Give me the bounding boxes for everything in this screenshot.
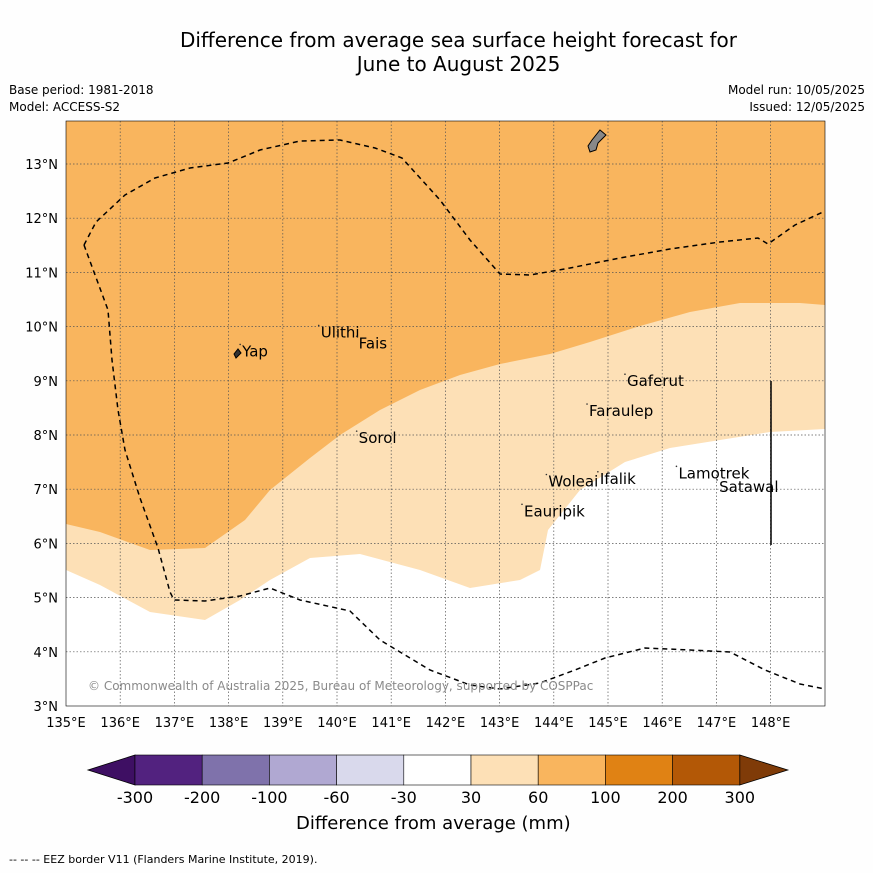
lon-tick-label: 143°E — [480, 716, 520, 731]
meta-right: Model run: 10/05/2025 Issued: 12/05/2025 — [728, 82, 865, 116]
copyright-notice: © Commonwealth of Australia 2025, Bureau… — [88, 679, 593, 693]
place-label-faraulep: Faraulep — [589, 402, 653, 420]
eez-footnote: -- -- -- EEZ border V11 (Flanders Marine… — [9, 853, 318, 866]
place-label-lamotrek: Lamotrek — [678, 464, 749, 482]
grid — [66, 121, 825, 706]
guam-landmass — [587, 129, 607, 153]
lat-tick-label: 9°N — [34, 375, 59, 390]
colorbar-tick-label: -30 — [391, 788, 417, 807]
base-period: Base period: 1981-2018 — [9, 83, 154, 97]
colorbar-segment — [672, 754, 741, 786]
place-label-eauripik: Eauripik — [524, 502, 585, 520]
colorbar-segment — [470, 754, 539, 786]
colorbar-segment — [336, 754, 405, 786]
lon-tick-label: 147°E — [697, 716, 737, 731]
colorbar-segment — [537, 754, 606, 786]
lon-tick-label: 140°E — [317, 716, 357, 731]
place-marker — [624, 373, 626, 376]
model-name: Model: ACCESS-S2 — [9, 100, 121, 114]
place-label-yap: Yap — [241, 342, 268, 360]
place-marker — [521, 503, 523, 506]
place-marker — [675, 465, 678, 468]
colorbar-tick-label: 100 — [590, 788, 621, 807]
model-run: Model run: 10/05/2025 — [727, 83, 865, 97]
colorbar-tick-label: -60 — [324, 788, 350, 807]
colorbar-tick-label: 300 — [725, 788, 756, 807]
map-title: Difference from average sea surface heig… — [0, 28, 873, 76]
place-marker — [716, 479, 718, 481]
lat-tick-label: 12°N — [25, 212, 58, 227]
latitude-ticks: 3°N 4°N 5°N 6°N 7°N 8°N 9°N 10°N 11°N 12°N 13°N — [25, 158, 58, 715]
title-line-1: Difference from average sea surface heig… — [179, 28, 738, 52]
lat-tick-label: 13°N — [25, 158, 58, 173]
lat-tick-label: 4°N — [34, 646, 59, 661]
colorbar-segment — [134, 754, 203, 786]
colorbar-segment — [403, 754, 472, 786]
place-label-woleai: Woleai — [548, 472, 598, 490]
eez-border-west — [83, 244, 825, 690]
place-marker — [317, 324, 320, 327]
colorbar-tick-label: -300 — [117, 788, 153, 807]
lon-tick-label: 137°E — [155, 716, 195, 731]
colorbar-extend-low — [86, 754, 136, 786]
colorbar-tick-label: 60 — [528, 788, 548, 807]
lon-tick-label: 145°E — [588, 716, 628, 731]
place-marker — [239, 343, 241, 346]
place-marker — [586, 403, 588, 405]
lat-tick-label: 10°N — [25, 321, 58, 336]
place-label-fais: Fais — [359, 334, 388, 352]
lon-tick-label: 138°E — [209, 716, 249, 731]
colorbar-tick-label: -200 — [184, 788, 220, 807]
lon-tick-label: 148°E — [751, 716, 791, 731]
colorbar-tick-label: -100 — [251, 788, 287, 807]
lon-tick-label: 146°E — [642, 716, 682, 731]
colorbar-tick-label: 200 — [657, 788, 688, 807]
place-marker — [597, 470, 599, 473]
place-label-ulithi: Ulithi — [321, 323, 360, 341]
colorbar: -300 -200 -100 -60 -30 30 60 100 200 300 — [86, 754, 790, 807]
yap-landmass — [233, 348, 242, 359]
lon-tick-label: 135°E — [46, 716, 86, 731]
title-line-2: June to August 2025 — [356, 52, 561, 76]
lon-tick-label: 144°E — [534, 716, 574, 731]
lat-tick-label: 7°N — [34, 483, 59, 498]
lat-tick-label: 6°N — [34, 537, 59, 552]
colorbar-extend-high — [739, 754, 790, 786]
colorbar-segment — [201, 754, 270, 786]
place-marker — [355, 430, 358, 432]
place-marker — [545, 473, 548, 476]
place-label-gaferut: Gaferut — [627, 372, 684, 390]
place-label-sorol: Sorol — [359, 429, 397, 447]
colorbar-segment — [269, 754, 337, 786]
lat-tick-label: 3°N — [34, 700, 59, 715]
issued-date: Issued: 12/05/2025 — [749, 100, 865, 114]
lat-tick-label: 8°N — [34, 429, 59, 444]
meta-left: Base period: 1981-2018 Model: ACCESS-S2 — [9, 82, 154, 116]
colorbar-segment — [605, 754, 673, 786]
eez-border-north — [83, 139, 825, 276]
map-frame — [65, 120, 826, 707]
lon-tick-label: 141°E — [371, 716, 411, 731]
place-marker — [355, 335, 358, 338]
lat-tick-label: 11°N — [25, 266, 58, 281]
lon-tick-label: 136°E — [100, 716, 140, 731]
colorbar-tick-label: 30 — [461, 788, 481, 807]
lon-tick-label: 139°E — [263, 716, 303, 731]
colorbar-title: Difference from average (mm) — [296, 813, 571, 834]
longitude-ticks: 135°E 136°E 137°E 138°E 139°E 140°E 141°E 142°E… — [46, 716, 790, 731]
place-label-ifalik: Ifalik — [600, 470, 636, 488]
lon-tick-label: 142°E — [426, 716, 466, 731]
place-label-satawal: Satawal — [719, 478, 778, 496]
lat-tick-label: 5°N — [34, 592, 59, 607]
